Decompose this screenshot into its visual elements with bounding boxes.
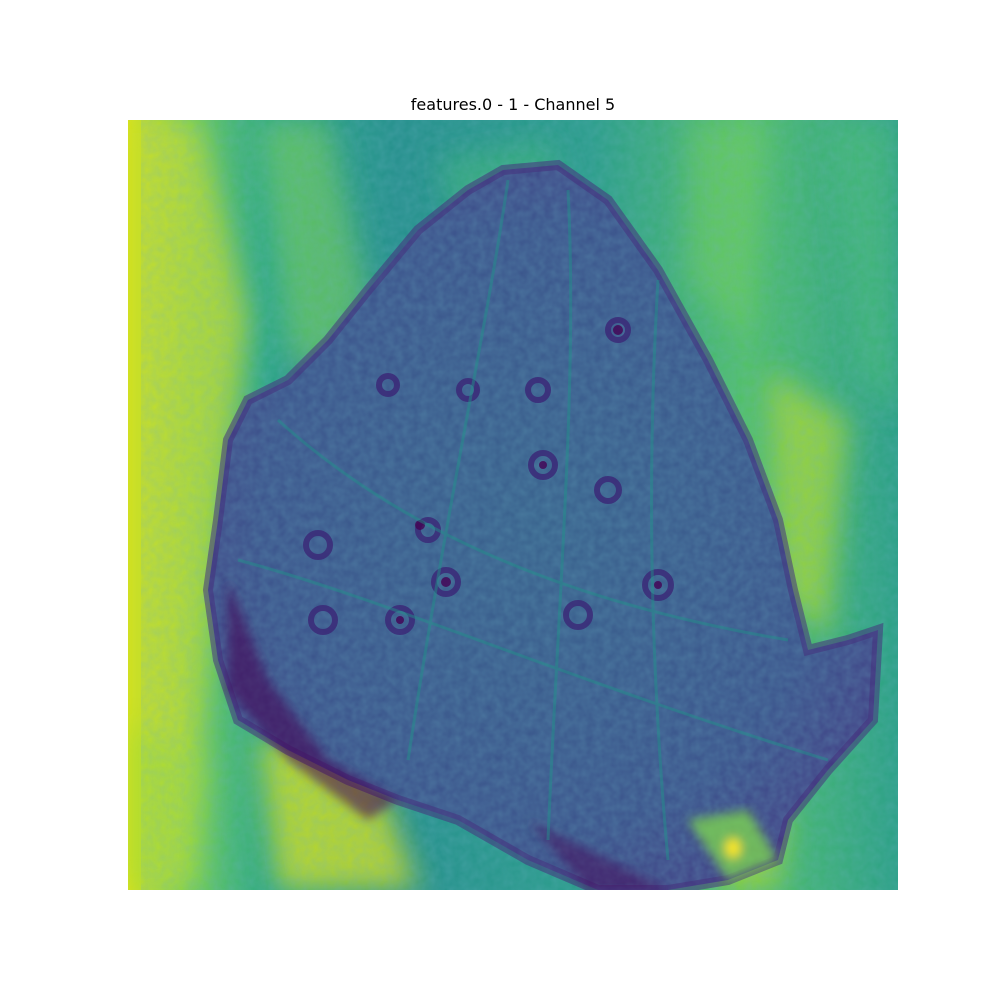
feature-map-image: [128, 120, 898, 890]
wing-spots: [303, 317, 674, 635]
wing-fringe: [688, 810, 778, 880]
wing-veins: [237, 179, 829, 861]
feature-map-svg: [128, 120, 898, 890]
wing-shape: [202, 159, 884, 890]
figure-title: features.0 - 1 - Channel 5: [410, 95, 616, 114]
wing-dark-margin: [228, 580, 668, 890]
wing-spot-centers: [396, 325, 662, 624]
